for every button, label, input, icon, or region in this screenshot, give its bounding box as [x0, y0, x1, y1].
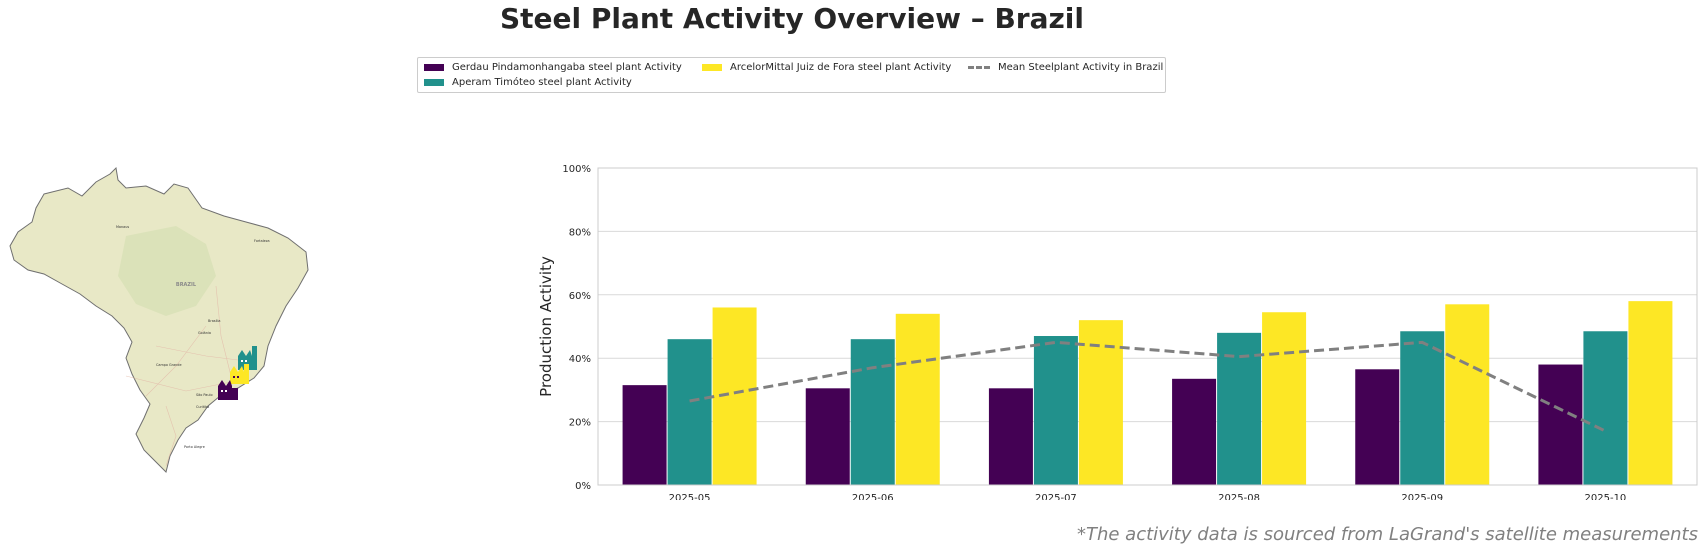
map-city-labels: Manaus Fortaleza Brasília Goiânia Campo … — [116, 225, 270, 449]
data-source-note: *The activity data is sourced from LaGra… — [1076, 524, 1698, 545]
mean-activity-line — [689, 340, 1607, 433]
bar — [1172, 378, 1217, 485]
bar — [1217, 332, 1262, 485]
legend-label-gerdau: Gerdau Pindamonhangaba steel plant Activ… — [452, 62, 682, 73]
city-label-sao-paulo: São Paulo — [196, 393, 213, 397]
bar — [988, 388, 1033, 485]
bar — [1262, 312, 1307, 485]
map-terrain-shading — [118, 226, 216, 316]
bar — [850, 339, 895, 485]
brazil-outline — [9, 166, 309, 473]
x-tick-label: 2025-07 — [1035, 493, 1077, 500]
legend-item-arcelormittal: ArcelorMittal Juiz de Fora steel plant A… — [702, 62, 951, 73]
city-label-fortaleza: Fortaleza — [254, 239, 270, 243]
legend-label-aperam: Aperam Timóteo steel plant Activity — [452, 77, 632, 88]
legend-swatch-aperam — [424, 79, 444, 86]
y-tick-label: 0% — [575, 481, 591, 492]
bar — [667, 339, 712, 485]
bar — [1538, 364, 1583, 485]
legend-swatch-arcelormittal — [702, 64, 722, 71]
y-tick-label: 60% — [569, 291, 591, 302]
bar — [1628, 301, 1673, 485]
city-label-manaus: Manaus — [116, 225, 129, 229]
legend-item-mean: Mean Steelplant Activity in Brazil — [968, 62, 1163, 73]
plant-marker-arcelormittal — [230, 364, 249, 384]
legend-swatch-gerdau — [424, 64, 444, 71]
bar — [1355, 369, 1400, 485]
bar — [805, 388, 850, 485]
legend-item-gerdau: Gerdau Pindamonhangaba steel plant Activ… — [424, 62, 682, 73]
page-title: Steel Plant Activity Overview – Brazil — [499, 2, 1085, 35]
bar — [622, 385, 667, 485]
x-tick-label: 2025-09 — [1401, 493, 1443, 500]
activity-chart: 0% 20% 40% 60% 80% 100% 2025-05 2025-06 2025-07 2… — [537, 164, 1698, 500]
y-tick-label: 80% — [569, 227, 591, 238]
y-tick-label: 40% — [569, 354, 591, 365]
bar — [895, 313, 940, 485]
city-label-campo-grande: Campo Grande — [156, 363, 182, 367]
map-country-label: BRAZIL — [176, 282, 197, 288]
city-label-brasilia: Brasília — [208, 319, 220, 323]
legend-item-aperam: Aperam Timóteo steel plant Activity — [424, 77, 632, 88]
legend-label-arcelormittal: ArcelorMittal Juiz de Fora steel plant A… — [730, 62, 952, 73]
chart-legend: Gerdau Pindamonhangaba steel plant Activ… — [417, 57, 1166, 93]
plant-marker-gerdau — [218, 380, 238, 400]
legend-label-mean: Mean Steelplant Activity in Brazil — [998, 62, 1164, 73]
y-axis-label: Production Activity — [537, 256, 555, 397]
bar — [1583, 331, 1628, 485]
city-label-porto-alegre: Porto Alegre — [184, 445, 205, 449]
y-tick-label: 100% — [562, 164, 591, 175]
bar — [1078, 320, 1123, 485]
map-roads — [125, 285, 247, 467]
x-tick-label: 2025-06 — [852, 493, 894, 500]
legend-swatch-mean — [968, 66, 990, 69]
bar — [712, 307, 757, 485]
x-tick-label: 2025-10 — [1585, 493, 1627, 500]
bar — [1400, 331, 1445, 485]
brazil-map: BRAZIL Manaus Fortaleza Brasília Goiânia… — [6, 166, 310, 480]
x-tick-label: 2025-05 — [669, 493, 711, 500]
x-tick-label: 2025-08 — [1218, 493, 1260, 500]
bar — [1033, 336, 1078, 485]
y-tick-label: 20% — [569, 418, 591, 429]
bar — [1445, 304, 1490, 485]
plot-frame — [597, 167, 1698, 486]
city-label-goiania: Goiânia — [198, 331, 211, 335]
city-label-curitiba: Curitiba — [196, 405, 209, 409]
